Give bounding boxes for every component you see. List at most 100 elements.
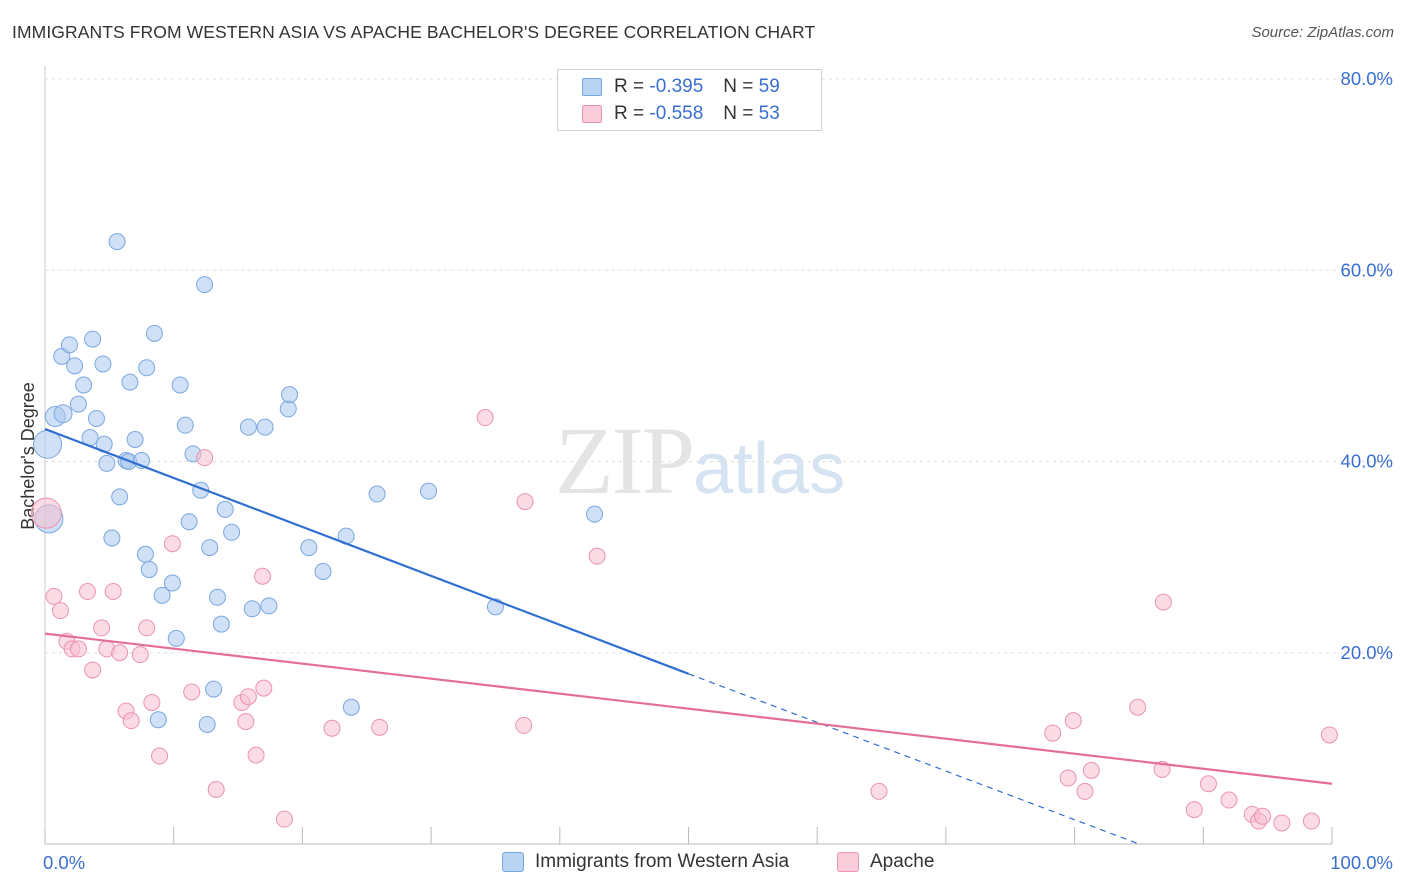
- point-apache: [275, 810, 293, 828]
- stats-legend-row-blue: R = -0.395 N = 59: [582, 75, 780, 99]
- point-western-asia: [586, 505, 604, 523]
- point-apache: [45, 587, 63, 605]
- point-apache: [30, 497, 62, 529]
- point-western-asia: [103, 529, 121, 547]
- point-apache: [131, 646, 149, 664]
- legend-n-label: N =: [723, 103, 754, 124]
- series-legend-label: Immigrants from Western Asia: [535, 851, 790, 872]
- trendline-apache: [44, 632, 1333, 785]
- point-apache: [1320, 726, 1338, 744]
- point-apache: [1129, 698, 1147, 716]
- point-apache: [51, 602, 69, 620]
- point-apache: [196, 449, 214, 467]
- series-swatch-pink: [837, 852, 859, 872]
- trendline-western-asia-extension: [688, 673, 1140, 845]
- point-western-asia: [208, 588, 226, 606]
- point-western-asia: [300, 539, 318, 557]
- point-western-asia: [69, 395, 87, 413]
- y-tick-label: 20.0%: [1341, 642, 1393, 663]
- point-western-asia: [212, 615, 230, 633]
- watermark: ZIPatlas: [555, 405, 845, 516]
- point-western-asia: [180, 513, 198, 531]
- point-apache: [1082, 761, 1100, 779]
- point-apache: [111, 644, 129, 662]
- point-apache: [143, 693, 161, 711]
- point-western-asia: [314, 562, 332, 580]
- point-western-asia: [216, 500, 234, 518]
- point-western-asia: [205, 680, 223, 698]
- point-apache: [207, 780, 225, 798]
- point-western-asia: [111, 488, 129, 506]
- point-apache: [237, 713, 255, 731]
- legend-n-label: N =: [723, 76, 754, 97]
- point-apache: [1199, 775, 1217, 793]
- watermark-zip: ZIP: [555, 407, 695, 514]
- series-legend: Immigrants from Western Asia Apache: [0, 851, 1406, 879]
- point-apache: [151, 747, 169, 765]
- point-apache: [138, 619, 156, 637]
- legend-r-label: R =: [614, 76, 645, 97]
- point-western-asia: [53, 404, 73, 424]
- chart-title: IMMIGRANTS FROM WESTERN ASIA VS APACHE B…: [12, 22, 816, 42]
- point-apache: [122, 712, 140, 730]
- legend-r-label: R =: [614, 103, 645, 124]
- x-tick-label: 0.0%: [43, 852, 85, 873]
- point-western-asia: [98, 454, 116, 472]
- series-swatch-blue: [502, 852, 524, 872]
- legend-swatch-pink: [582, 105, 602, 123]
- point-western-asia: [66, 357, 84, 375]
- source-credit: Source: ZipAtlas.com: [1251, 24, 1394, 41]
- point-apache: [69, 640, 87, 658]
- point-apache: [1302, 812, 1320, 830]
- point-western-asia: [140, 561, 158, 579]
- point-apache: [78, 583, 96, 601]
- point-western-asia: [243, 600, 261, 618]
- y-tick-label: 40.0%: [1341, 451, 1393, 472]
- point-western-asia: [126, 431, 144, 449]
- legend-r-value: -0.395: [649, 76, 704, 97]
- point-western-asia: [167, 629, 185, 647]
- point-western-asia: [239, 418, 257, 436]
- x-tick-label: 100.0%: [1330, 852, 1393, 873]
- point-apache: [476, 409, 494, 427]
- point-apache: [1254, 807, 1272, 825]
- point-western-asia: [138, 359, 156, 377]
- y-axis-label: Bachelor's Degree: [18, 382, 38, 530]
- point-western-asia: [260, 597, 278, 615]
- point-apache: [1064, 712, 1082, 730]
- point-western-asia: [281, 386, 299, 404]
- point-apache: [1154, 593, 1172, 611]
- point-western-asia: [108, 233, 126, 251]
- point-apache: [84, 661, 102, 679]
- point-apache: [239, 688, 257, 706]
- legend-n-value: 53: [758, 103, 780, 124]
- point-apache: [515, 716, 533, 734]
- point-western-asia: [196, 276, 214, 294]
- point-western-asia: [176, 416, 194, 434]
- series-legend-item-western-asia: Immigrants from Western Asia: [502, 851, 789, 873]
- point-western-asia: [342, 698, 360, 716]
- point-apache: [254, 567, 272, 585]
- point-western-asia: [75, 376, 93, 394]
- point-apache: [104, 583, 122, 601]
- point-apache: [588, 547, 606, 565]
- point-apache: [163, 535, 181, 553]
- point-western-asia: [153, 586, 171, 604]
- point-apache: [1076, 782, 1094, 800]
- point-apache: [870, 782, 888, 800]
- point-apache: [323, 719, 341, 737]
- y-tick-label: 80.0%: [1341, 68, 1393, 89]
- point-western-asia: [368, 485, 386, 503]
- watermark-atlas: atlas: [693, 429, 846, 509]
- point-western-asia: [171, 376, 189, 394]
- point-western-asia: [84, 330, 102, 348]
- point-western-asia: [121, 373, 139, 391]
- point-apache: [371, 718, 389, 736]
- point-western-asia: [145, 324, 163, 342]
- trendline-western-asia: [44, 427, 689, 675]
- series-legend-item-apache: Apache: [837, 851, 934, 873]
- point-western-asia: [256, 418, 274, 436]
- legend-swatch-blue: [582, 78, 602, 96]
- point-apache: [1044, 724, 1062, 742]
